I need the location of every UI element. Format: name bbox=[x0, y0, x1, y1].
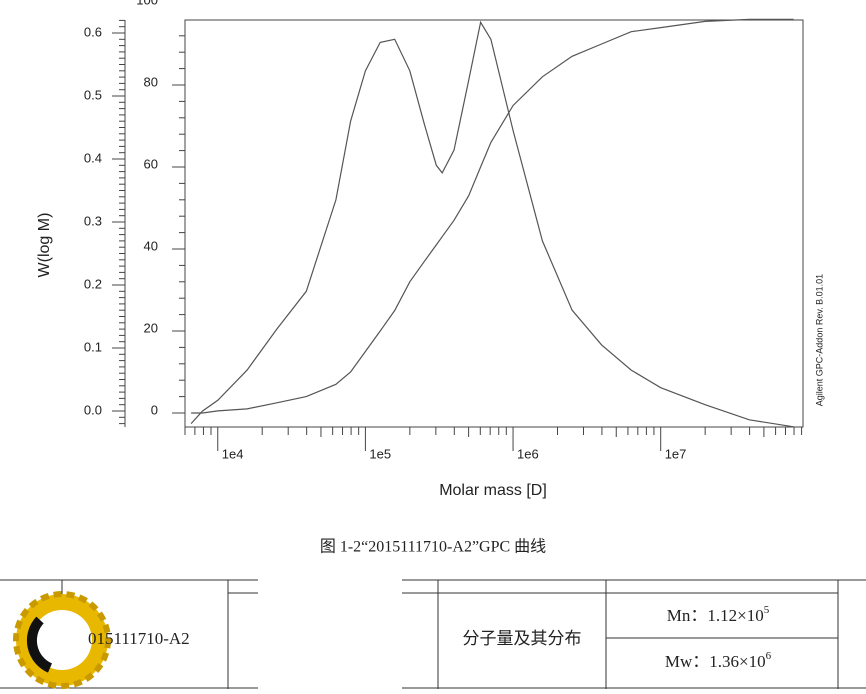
seal-arc bbox=[26, 616, 53, 673]
mn: Mn：1.12×105 bbox=[667, 604, 770, 625]
data-line bbox=[191, 18, 794, 414]
y-axis-title: W(log M) bbox=[36, 213, 53, 278]
y2-tick-label: 60 bbox=[144, 156, 158, 171]
y2-tick-label: 80 bbox=[144, 74, 158, 89]
y-tick-label: 0.2 bbox=[84, 276, 102, 291]
mw-exp: 6 bbox=[766, 650, 772, 662]
figure-caption: 图 1-2“2015111710-A2”GPC 曲线 bbox=[320, 538, 546, 556]
x-tick-label: 1e5 bbox=[369, 446, 391, 461]
y-tick-label: 0.1 bbox=[84, 339, 102, 354]
y-tick-label: 0.6 bbox=[84, 24, 102, 39]
plot-frame bbox=[184, 19, 804, 428]
y2-tick-label: 100 bbox=[136, 0, 158, 7]
y-tick-label: 0.3 bbox=[84, 213, 102, 228]
table bbox=[0, 579, 866, 689]
x-tick-label: 1e6 bbox=[517, 446, 539, 461]
mn-text: Mn：1.12×10 bbox=[667, 606, 764, 625]
x-axis-title: Molar mass [D] bbox=[439, 482, 547, 499]
y-tick-label: 0.0 bbox=[84, 402, 102, 417]
property: 分子量及其分布 bbox=[463, 629, 582, 648]
seal-center bbox=[32, 610, 92, 670]
sample-id: 015111710-A2 bbox=[88, 629, 190, 648]
mn-exp: 5 bbox=[764, 604, 770, 616]
side-note: Agilent GPC-Addon Rev. B.01.01 bbox=[814, 274, 824, 406]
x-tick-label: 1e7 bbox=[665, 446, 687, 461]
y-tick-label: 0.4 bbox=[84, 150, 102, 165]
mw: Mw：1.36×106 bbox=[665, 650, 772, 671]
y2-tick-label: 20 bbox=[144, 320, 158, 335]
y2-tick-label: 40 bbox=[144, 238, 158, 253]
seal bbox=[13, 591, 111, 689]
mw-text: Mw：1.36×10 bbox=[665, 652, 766, 671]
y-tick-label: 0.5 bbox=[84, 87, 102, 102]
y2-tick-label: 0 bbox=[151, 402, 158, 417]
data-line bbox=[190, 20, 794, 428]
x-tick-label: 1e4 bbox=[222, 446, 244, 461]
